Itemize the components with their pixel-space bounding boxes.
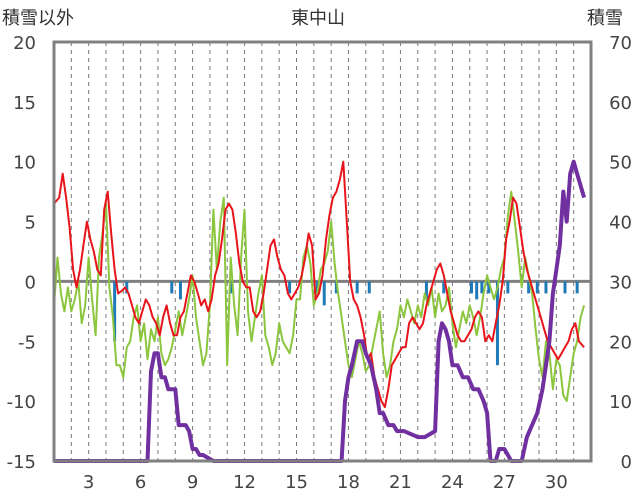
x-tick-label: 3 <box>83 472 94 493</box>
series-line-1 <box>53 190 586 403</box>
left-tick-label: -10 <box>7 392 36 413</box>
bar <box>475 281 479 300</box>
bar <box>322 281 326 306</box>
bar <box>288 281 292 294</box>
right-tick-label: 0 <box>621 452 632 473</box>
bar <box>495 281 499 366</box>
x-tick-label: 21 <box>389 472 412 493</box>
bar <box>334 281 338 294</box>
bar <box>469 281 473 294</box>
bar <box>506 281 510 294</box>
bar <box>535 281 539 294</box>
vertical-gridlines <box>70 42 575 461</box>
right-tick-label: 70 <box>609 33 632 54</box>
bar <box>442 281 446 294</box>
x-axis-ticks: 3 6 9 12 15 18 21 24 27 30 <box>83 472 568 493</box>
left-tick-label: 5 <box>25 213 36 234</box>
x-tick-label: 9 <box>187 472 198 493</box>
left-tick-label: -5 <box>18 332 36 353</box>
left-axis-ticks: -15 -10 -5 0 5 10 15 20 <box>7 33 36 473</box>
chart-title: 東中山 <box>291 8 345 29</box>
right-tick-label: 40 <box>609 213 632 234</box>
bar <box>178 281 182 300</box>
left-tick-label: -15 <box>7 452 36 473</box>
bar <box>487 281 491 294</box>
x-tick-label: 24 <box>441 472 464 493</box>
bar <box>544 281 548 294</box>
right-tick-label: 30 <box>609 272 632 293</box>
bar <box>424 281 428 300</box>
left-tick-label: 15 <box>13 93 36 114</box>
bar <box>527 281 531 294</box>
right-tick-label: 10 <box>609 392 632 413</box>
x-tick-label: 12 <box>233 472 256 493</box>
bar <box>367 281 371 294</box>
series-line-0 <box>53 160 585 409</box>
bar <box>480 281 484 294</box>
bar <box>125 281 129 294</box>
right-tick-label: 50 <box>609 153 632 174</box>
bar <box>170 281 174 294</box>
bar <box>113 281 117 342</box>
left-tick-label: 20 <box>13 33 36 54</box>
x-tick-label: 30 <box>545 472 568 493</box>
right-tick-label: 20 <box>609 332 632 353</box>
x-tick-label: 15 <box>285 472 308 493</box>
x-tick-label: 27 <box>493 472 516 493</box>
bar <box>575 281 579 294</box>
series-line-3 <box>54 159 587 463</box>
line-series <box>53 159 587 463</box>
right-tick-label: 60 <box>609 93 632 114</box>
bar <box>563 281 567 294</box>
right-axis-label: 積雪 <box>587 8 623 29</box>
left-tick-label: 0 <box>25 272 36 293</box>
x-tick-label: 6 <box>135 472 146 493</box>
left-axis-label: 積雪以外 <box>2 8 74 29</box>
right-axis-ticks: 0 10 20 30 40 50 60 70 <box>609 33 632 473</box>
left-tick-label: 10 <box>13 153 36 174</box>
x-tick-label: 18 <box>337 472 360 493</box>
plot-frame <box>52 40 593 463</box>
bar <box>355 281 359 294</box>
